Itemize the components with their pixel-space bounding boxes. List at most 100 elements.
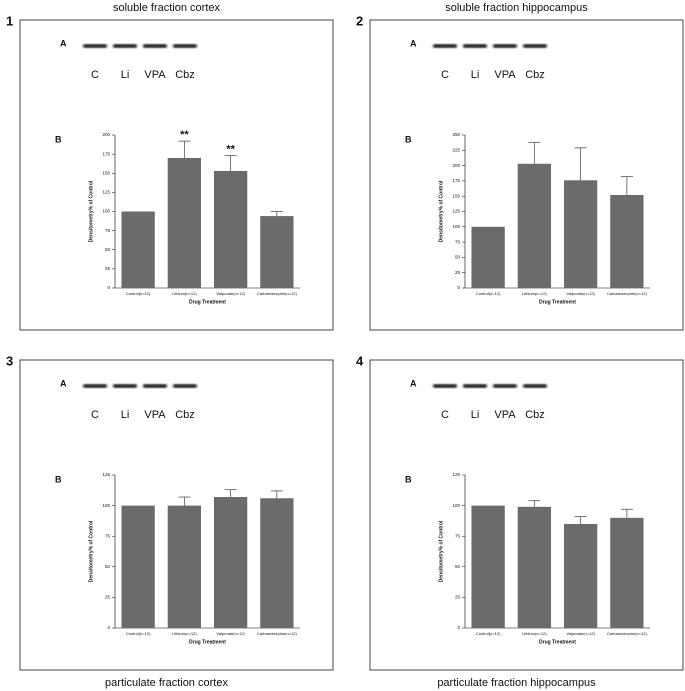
bar — [260, 498, 294, 628]
blot-lane-label: VPA — [144, 69, 166, 81]
y-tick-label: 25 — [455, 595, 461, 600]
y-tick-label: 75 — [455, 533, 461, 538]
x-tick-label: Carbamazepine(n=12) — [607, 631, 648, 636]
x-tick-label: Lithium(n=12) — [172, 291, 197, 296]
y-tick-label: 175 — [452, 178, 460, 183]
blot-lane-label: Cbz — [175, 69, 195, 81]
bar — [121, 211, 155, 288]
y-axis-label: Densitometry% of Control — [438, 520, 444, 582]
x-tick-label: Lithium(n=12) — [172, 631, 197, 636]
x-tick-label: Control(n=12) — [126, 631, 151, 636]
y-tick-label: 25 — [105, 266, 111, 271]
y-tick-label: 150 — [452, 193, 460, 198]
y-tick-label: 100 — [102, 503, 110, 508]
x-tick-label: Valproate(n=12) — [216, 291, 245, 296]
bar — [563, 523, 598, 628]
y-tick-label: 0 — [107, 285, 110, 290]
blot-band — [493, 384, 517, 388]
y-tick-label: 100 — [102, 209, 110, 214]
blot-lane-label: Li — [471, 69, 480, 81]
blot-label: A — [410, 38, 417, 48]
bar — [471, 226, 505, 288]
x-axis-label: Drug Treatment — [539, 639, 576, 645]
blot-lane-label: VPA — [494, 69, 516, 81]
y-tick-label: 0 — [457, 625, 460, 630]
blot-band — [463, 384, 487, 388]
y-tick-label: 75 — [455, 239, 461, 244]
y-tick-label: 125 — [452, 472, 460, 477]
x-tick-label: Valproate(n=12) — [216, 631, 245, 636]
y-tick-label: 125 — [102, 190, 110, 195]
y-tick-label: 250 — [452, 132, 460, 137]
blot-band — [173, 44, 197, 48]
y-tick-label: 175 — [102, 151, 110, 156]
bar — [471, 505, 505, 628]
blot-band — [113, 384, 137, 388]
x-tick-label: Carbamazepine(n=12) — [607, 291, 648, 296]
blot-lane-label: Cbz — [175, 409, 195, 421]
panel-caption: soluble fraction hippocampus — [445, 2, 588, 14]
blot-lane-label: C — [441, 409, 449, 421]
y-tick-label: 0 — [107, 625, 110, 630]
y-tick-label: 125 — [452, 209, 460, 214]
blot-band — [433, 44, 457, 48]
y-tick-label: 25 — [105, 595, 111, 600]
y-axis-label: Densitometry% of Control — [438, 180, 444, 242]
blot-lane-label: VPA — [494, 409, 516, 421]
blot-lane-label: Li — [121, 409, 130, 421]
x-axis-label: Drug Treatment — [189, 639, 226, 645]
x-tick-label: Lithium(n=12) — [522, 291, 547, 296]
chart-label: B — [405, 474, 412, 484]
panel-number: 3 — [6, 353, 13, 368]
bar — [213, 170, 248, 288]
blot-label: A — [410, 378, 417, 388]
blot-lane-label: C — [91, 69, 99, 81]
bar — [121, 505, 155, 628]
blot-band — [463, 44, 487, 48]
x-tick-label: Carbamazepine(n=12) — [257, 291, 298, 296]
chart-label: B — [405, 134, 412, 144]
blot-lane-label: Cbz — [525, 69, 545, 81]
blot-band — [83, 384, 107, 388]
panel-number: 1 — [6, 13, 13, 28]
blot-band — [433, 384, 457, 388]
bar — [167, 157, 202, 288]
y-tick-label: 100 — [452, 503, 460, 508]
panel-caption: particulate fraction hippocampus — [437, 677, 596, 689]
blot-band — [143, 384, 167, 388]
panel-number: 4 — [356, 353, 364, 368]
blot-band — [173, 384, 197, 388]
y-tick-label: 75 — [105, 228, 111, 233]
y-tick-label: 150 — [102, 170, 110, 175]
blot-lane-label: Cbz — [525, 409, 545, 421]
x-axis-label: Drug Treatment — [189, 299, 226, 305]
y-tick-label: 100 — [452, 224, 460, 229]
blot-lane-label: C — [91, 409, 99, 421]
chart-label: B — [55, 474, 62, 484]
y-tick-label: 200 — [102, 132, 110, 137]
panel-caption: soluble fraction cortex — [113, 2, 220, 14]
y-tick-label: 50 — [455, 564, 461, 569]
bar — [610, 517, 644, 628]
y-axis-label: Densitometry% of Control — [88, 520, 94, 582]
panel-frame — [19, 19, 334, 331]
x-tick-label: Control(n=12) — [126, 291, 151, 296]
y-tick-label: 25 — [455, 270, 461, 275]
significance-mark: ** — [226, 144, 235, 156]
blot-band — [143, 44, 167, 48]
y-tick-label: 225 — [452, 147, 460, 152]
significance-mark: ** — [180, 129, 189, 141]
bar — [167, 505, 202, 628]
blot-label: A — [60, 378, 67, 388]
blot-band — [83, 44, 107, 48]
bar — [563, 180, 598, 288]
y-tick-label: 50 — [455, 255, 461, 260]
blot-band — [523, 384, 547, 388]
y-tick-label: 200 — [452, 163, 460, 168]
bar — [260, 216, 294, 288]
y-axis-label: Densitometry% of Control — [88, 180, 94, 242]
y-tick-label: 0 — [457, 285, 460, 290]
y-tick-label: 125 — [102, 472, 110, 477]
bar — [213, 497, 248, 628]
